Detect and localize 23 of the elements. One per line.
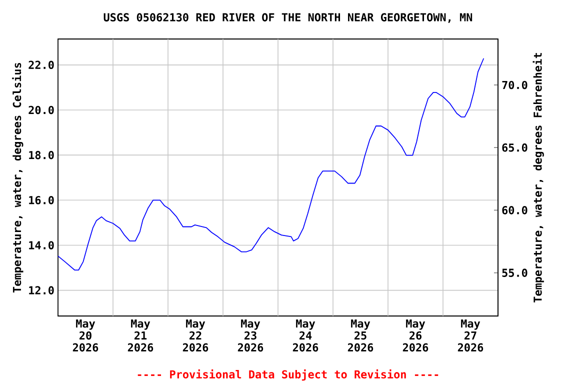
- y-tick-label: 14.0: [29, 241, 54, 250]
- y2-tick-label: 70.0: [502, 80, 528, 90]
- chart-title: USGS 05062130 RED RIVER OF THE NORTH NEAR GEORGETOWN, MN: [104, 13, 472, 23]
- y-tick-label: 16.0: [29, 196, 54, 204]
- x-tick-label: May 27 2026: [458, 320, 484, 352]
- x-tick-label: May 26 2026: [402, 320, 428, 352]
- y-tick-label: 18.0: [29, 150, 54, 160]
- line-series: [58, 58, 484, 270]
- x-tick-label: May 24 2026: [292, 320, 318, 352]
- y2-tick-label: 65.0: [502, 143, 528, 152]
- y-tick-label: 20.0: [28, 106, 54, 114]
- x-tick-label: May 23 2026: [238, 320, 264, 352]
- x-tick-label: May 21 2026: [128, 320, 154, 352]
- y2-tick-label: 55.0: [502, 268, 528, 277]
- x-tick-label: May 20 2026: [72, 320, 98, 352]
- y-axis-title: Temperature, water, degrees Celsius: [12, 62, 24, 292]
- text: ---- Provisional Data Subject to Revision ----: [138, 369, 438, 381]
- y-tick-label: 22.0: [28, 60, 54, 70]
- y-tick-label: 12.0: [29, 286, 54, 294]
- y2-axis-title: Temperature, water, degrees Fahrenheit: [532, 53, 544, 302]
- x-tick-label: May 25 2026: [348, 320, 374, 352]
- x-tick-label: May 22 2026: [182, 320, 208, 352]
- y2-tick-label: 60.0: [502, 206, 528, 214]
